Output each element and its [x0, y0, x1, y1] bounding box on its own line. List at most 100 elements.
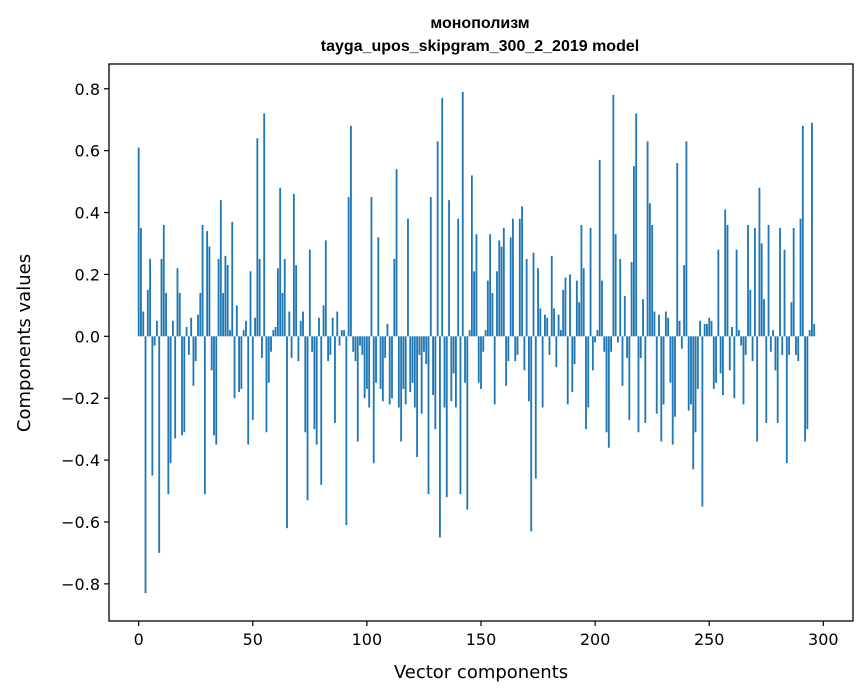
bar-69	[295, 265, 298, 337]
bar-96	[356, 336, 359, 442]
bar-275	[765, 336, 768, 423]
bar-81	[322, 305, 325, 337]
bar-36	[219, 200, 222, 337]
bar-114	[397, 336, 400, 408]
bar-181	[550, 255, 553, 337]
bar-152	[484, 330, 487, 337]
bar-158	[498, 240, 501, 337]
bar-115	[400, 336, 403, 442]
x-tick-label-4: 200	[580, 630, 611, 649]
bar-285	[788, 336, 791, 355]
bar-20	[183, 336, 186, 433]
bar-138	[452, 336, 455, 374]
bar-293	[806, 336, 809, 430]
bar-140	[457, 218, 460, 337]
bar-116	[402, 336, 405, 389]
bar-72	[302, 311, 304, 337]
bar-118	[407, 218, 409, 337]
bar-42	[233, 336, 236, 399]
bar-68	[292, 193, 295, 337]
bar-251	[710, 320, 713, 337]
bar-168	[521, 206, 523, 337]
bar-65	[286, 336, 288, 529]
bar-231	[664, 311, 667, 337]
bar-211	[619, 258, 622, 337]
bar-2	[142, 311, 145, 337]
bar-224	[648, 203, 651, 337]
bar-170	[525, 258, 528, 337]
bar-46	[242, 330, 245, 337]
bar-26	[197, 314, 199, 337]
bar-38	[224, 255, 227, 337]
bar-205	[605, 336, 608, 433]
bar-253	[715, 336, 717, 383]
bar-9	[158, 336, 161, 553]
bar-34	[215, 336, 218, 445]
bar-87	[336, 311, 339, 337]
bar-147	[473, 271, 476, 337]
bar-186	[562, 289, 565, 337]
bar-47	[245, 320, 247, 337]
bar-63	[281, 292, 284, 337]
bar-23	[190, 317, 193, 337]
x-tick-label-1: 50	[243, 630, 263, 649]
bar-182	[553, 308, 555, 337]
bar-249	[706, 323, 708, 337]
bar-110	[388, 336, 391, 405]
bar-191	[573, 336, 576, 365]
bar-225	[651, 224, 654, 337]
bar-91	[345, 336, 348, 526]
bar-54	[261, 336, 263, 358]
bar-33	[213, 336, 215, 436]
bar-100	[365, 336, 368, 389]
bar-103	[372, 336, 375, 464]
bar-184	[557, 314, 560, 337]
bar-161	[505, 336, 508, 386]
bar-52	[256, 138, 259, 337]
bar-190	[571, 336, 574, 393]
bar-180	[548, 336, 551, 355]
bar-215	[628, 336, 631, 420]
bar-101	[368, 336, 371, 408]
bar-246	[699, 320, 702, 337]
x-tick-label-6: 300	[808, 630, 839, 649]
bar-120	[411, 336, 414, 383]
bar-15	[171, 320, 174, 337]
bar-35	[217, 258, 220, 337]
bar-94	[352, 336, 355, 352]
bar-220	[639, 336, 642, 358]
bar-107	[381, 336, 384, 402]
bar-79	[318, 317, 320, 337]
bar-98	[361, 336, 364, 355]
bar-223	[646, 141, 649, 337]
bar-73	[304, 336, 307, 433]
bar-43	[235, 305, 238, 337]
bar-265	[742, 336, 745, 405]
bar-71	[299, 320, 302, 337]
bar-39	[226, 265, 229, 337]
bar-67	[290, 336, 293, 358]
bar-58	[270, 336, 272, 352]
bar-32	[210, 336, 213, 371]
bar-45	[240, 336, 243, 389]
bar-89	[340, 330, 343, 337]
bar-199	[591, 336, 594, 371]
bar-157	[496, 271, 498, 337]
bar-294	[808, 330, 811, 337]
bar-95	[354, 336, 357, 362]
bar-84	[329, 336, 332, 355]
bar-57	[267, 336, 270, 383]
bar-263	[737, 330, 740, 337]
bar-280	[776, 336, 779, 423]
bar-60	[274, 327, 277, 337]
bar-259	[728, 336, 731, 371]
bar-66	[288, 311, 291, 337]
bar-128	[429, 197, 432, 337]
bar-102	[370, 197, 373, 337]
bar-141	[459, 336, 462, 495]
bar-111	[391, 336, 393, 399]
bar-21	[185, 327, 188, 337]
bar-74	[306, 336, 309, 501]
bar-283	[783, 249, 786, 337]
bar-291	[801, 125, 804, 337]
